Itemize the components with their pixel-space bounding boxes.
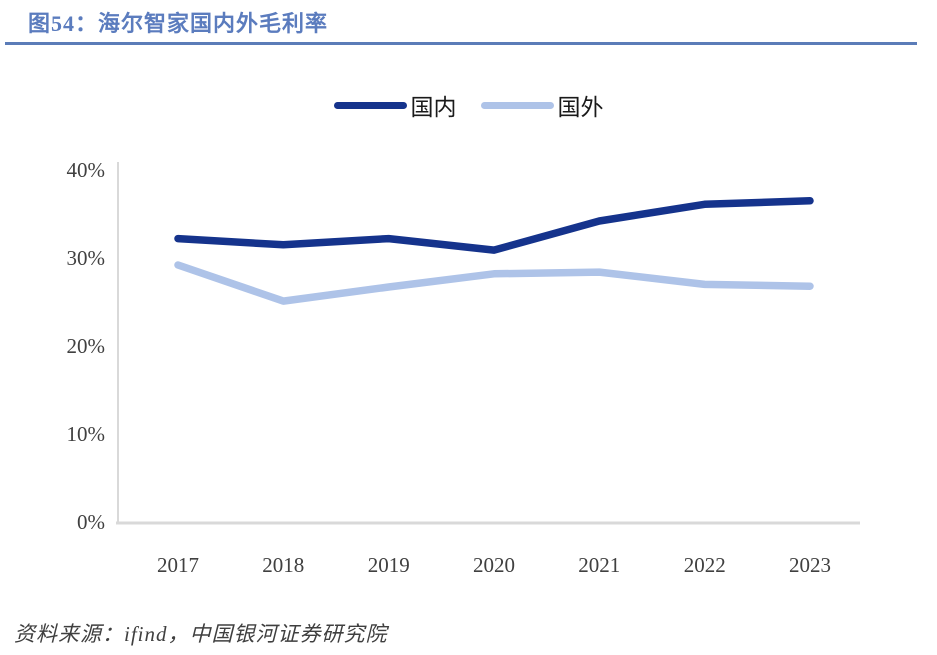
legend-swatch-domestic-icon [333,101,407,109]
x-tick-2019: 2019 [368,553,410,577]
y-tick-40: 40% [67,158,106,182]
legend-label-domestic: 国内 [410,95,457,120]
chart-legend: 国内 国外 [0,88,937,122]
y-tick-30: 30% [67,246,106,270]
line-chart: 40% 30% 20% 10% 0% 2017 2018 2019 2020 2… [67,158,860,577]
series-line-domestic [174,197,814,254]
y-tick-20: 20% [67,334,106,358]
x-tick-2017: 2017 [157,553,199,577]
series-line-overseas [174,261,814,305]
legend-swatch-overseas-icon [480,101,554,109]
x-tick-2023: 2023 [789,553,831,577]
y-tick-10: 10% [67,422,106,446]
figure-title: 图54：海尔智家国内外毛利率 [28,11,329,36]
title-divider [5,42,917,45]
source-note: 资料来源：ifind，中国银河证券研究院 [14,622,388,646]
x-tick-2021: 2021 [578,553,620,577]
x-tick-2022: 2022 [684,553,726,577]
x-tick-2018: 2018 [262,553,304,577]
legend-label-overseas: 国外 [557,95,604,120]
legend-item-overseas: 国外 [480,88,604,122]
legend-item-domestic: 国内 [333,88,457,122]
y-tick-0: 0% [77,510,105,534]
x-tick-2020: 2020 [473,553,515,577]
